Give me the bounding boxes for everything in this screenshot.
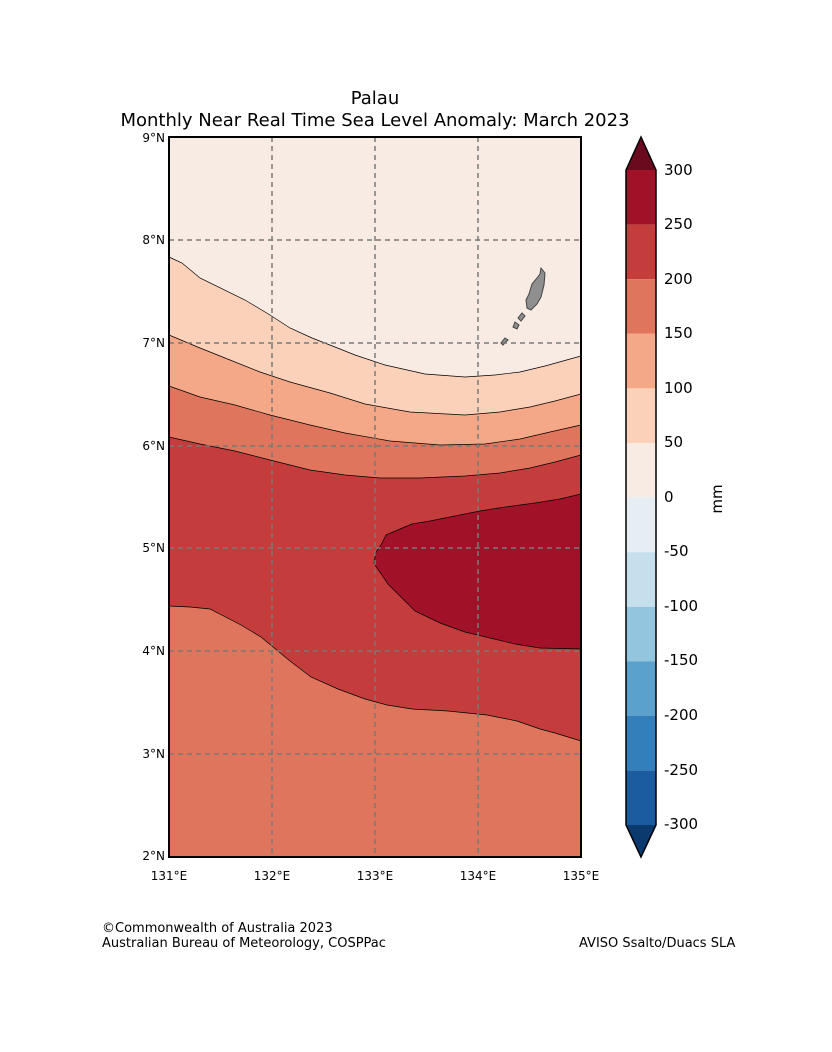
- colorbar-segment: [626, 770, 656, 826]
- colorbar-tick: -100: [664, 597, 698, 615]
- palau-island: [525, 266, 546, 311]
- colorbar-tick: -300: [664, 815, 698, 833]
- copyright-text: ©Commonwealth of Australia 2023: [102, 921, 333, 936]
- colorbar-bottom-arrow: [626, 825, 656, 857]
- bureau-credit-text: Australian Bureau of Meteorology, COSPPa…: [102, 936, 386, 951]
- lat-tick: 9°N: [142, 131, 165, 145]
- lon-tick: 135°E: [563, 869, 600, 883]
- lon-tick: 131°E: [151, 869, 188, 883]
- colorbar-tick: 150: [664, 324, 693, 342]
- colorbar-tick: 50: [664, 433, 683, 451]
- colorbar-segment: [626, 497, 656, 553]
- colorbar-segment: [626, 443, 656, 498]
- palau-island: [512, 321, 520, 330]
- map-title: Palau: [350, 88, 400, 109]
- colorbar-top-arrow: [626, 137, 656, 170]
- colorbar-segment: [626, 552, 656, 607]
- gridlines: [169, 137, 581, 857]
- colorbar-outline: [625, 135, 657, 859]
- colorbar-tick: -250: [664, 761, 698, 779]
- lat-tick: 7°N: [142, 336, 165, 350]
- colorbar-tick: 100: [664, 379, 693, 397]
- lat-tick: 6°N: [142, 439, 165, 453]
- colorbar-segment: [626, 661, 656, 716]
- colorbar-tick: -150: [664, 651, 698, 669]
- lon-axis: 131°E 132°E 133°E 134°E 135°E: [151, 869, 600, 883]
- lat-tick: 5°N: [142, 541, 165, 555]
- lat-tick: 8°N: [142, 233, 165, 247]
- colorbar-tick: -200: [664, 706, 698, 724]
- lat-axis: 9°N 8°N 7°N 6°N 5°N 4°N 3°N 2°N: [142, 131, 165, 863]
- lon-tick: 134°E: [460, 869, 497, 883]
- lat-tick: 4°N: [142, 644, 165, 658]
- colorbar-segment: [626, 279, 656, 334]
- data-source-text: AVISO Ssalto/Duacs SLA: [579, 936, 736, 951]
- colorbar-segment: [626, 716, 656, 771]
- colorbar-tick: 250: [664, 215, 693, 233]
- lon-tick: 132°E: [254, 869, 291, 883]
- colorbar-tick: -50: [664, 542, 689, 560]
- palau-island: [517, 312, 526, 322]
- lon-tick: 133°E: [357, 869, 394, 883]
- colorbar: 300 250 200 150 100 50 0 -50 -100 -150 -…: [625, 135, 726, 859]
- lat-tick: 3°N: [142, 747, 165, 761]
- lat-tick: 2°N: [142, 849, 165, 863]
- colorbar-segment: [626, 170, 656, 225]
- colorbar-tick: 0: [664, 488, 674, 506]
- colorbar-unit-label: mm: [708, 484, 726, 513]
- colorbar-segment: [626, 606, 656, 662]
- colorbar-segment: [626, 224, 656, 280]
- colorbar-segment: [626, 388, 656, 443]
- colorbar-tick: 300: [664, 161, 693, 179]
- colorbar-segment: [626, 333, 656, 389]
- map-frame: [168, 136, 582, 858]
- map-subtitle: Monthly Near Real Time Sea Level Anomaly…: [120, 110, 630, 131]
- colorbar-tick: 200: [664, 270, 693, 288]
